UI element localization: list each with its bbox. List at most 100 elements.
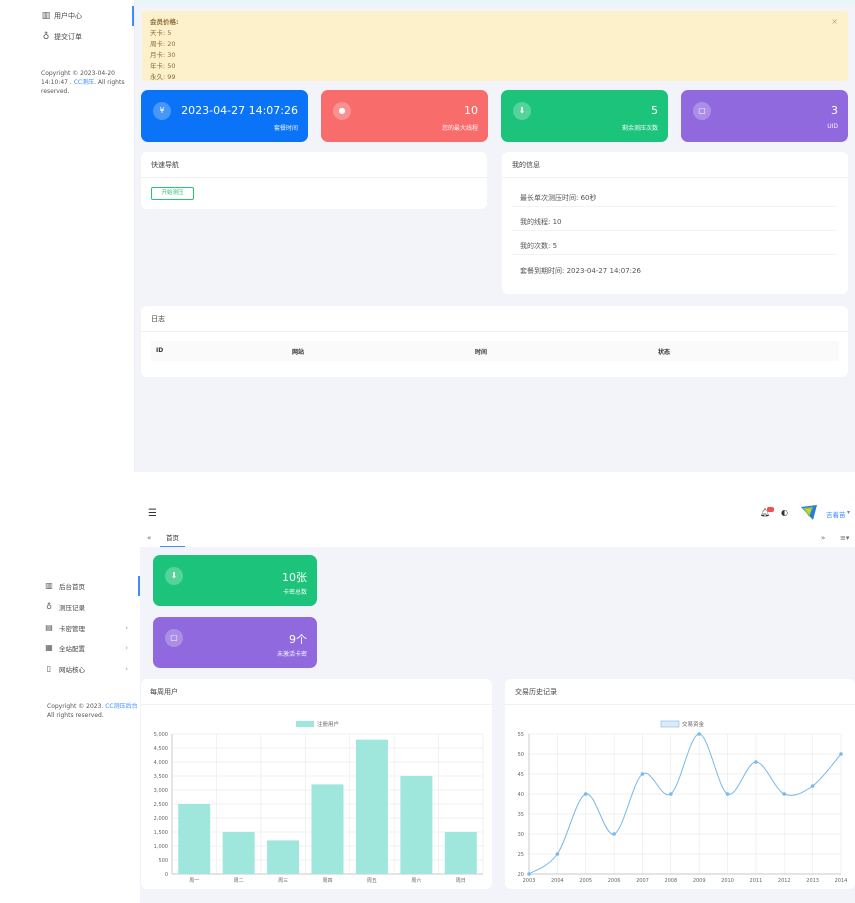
- card-icon: ▤: [45, 623, 53, 632]
- y-tick-label: 0: [165, 872, 168, 878]
- stat-card-total-cards: ⬇ 10张 卡密总数: [153, 555, 317, 606]
- sidebar: ▥ 用户中心 ♁ 提交订单 Copyright © 2023-04-20 14:…: [0, 0, 135, 472]
- sidebar-item-test-records[interactable]: ♁ 测压记录: [44, 597, 140, 617]
- sidebar-item-card-management[interactable]: ▤ 卡密管理 ›: [44, 618, 140, 638]
- palette-icon[interactable]: ◐: [781, 508, 788, 517]
- y-tick-label: 2,000: [154, 816, 168, 822]
- bar: [267, 840, 300, 874]
- chat-icon: ▢: [693, 102, 711, 120]
- transaction-history-chart: 交易资金 20 25 30 35 40 45 50 55 2003 2004 2005 2006 2007…: [518, 720, 848, 884]
- series-line: [528, 733, 842, 875]
- list-menu-icon[interactable]: ≡▾: [840, 534, 850, 542]
- stat-label: 剩余测压次数: [621, 125, 658, 132]
- start-test-button[interactable]: 开始测压: [151, 187, 194, 200]
- bar: [444, 832, 477, 874]
- gift-icon: ♁: [46, 602, 52, 611]
- sidebar-item-label: 提交订单: [54, 33, 82, 41]
- y-tick-label: 20: [518, 872, 524, 878]
- y-tick-label: 3,000: [154, 788, 168, 794]
- gift-icon: ♁: [42, 32, 50, 42]
- alert-line: 永久: 99: [150, 73, 176, 81]
- tab-home[interactable]: 首页: [160, 530, 185, 548]
- stat-card-remaining: ⬇ 5 剩余测压次数: [501, 90, 668, 142]
- stat-card-plan-time: ¥ 2023-04-27 14:07:26 套餐时间: [141, 90, 308, 142]
- hamburger-icon[interactable]: ☰: [148, 508, 157, 519]
- x-tick-label: 2005: [579, 878, 592, 884]
- column-header: 网站: [292, 349, 305, 356]
- backward-icon[interactable]: «: [147, 534, 152, 542]
- sidebar-item-label: 卡密管理: [59, 625, 85, 633]
- legend-label: 注册用户: [317, 720, 339, 728]
- divider: [141, 331, 848, 332]
- copyright-text: Copyright © 2023.: [47, 703, 104, 710]
- chevron-right-icon: ›: [125, 624, 128, 632]
- stat-card-uid: ▢ 3 UID: [681, 90, 848, 142]
- download-icon: ⬇: [165, 567, 183, 585]
- column-header: 状态: [658, 349, 671, 356]
- avatar[interactable]: [801, 505, 817, 520]
- quick-nav-card: 快速导航: [141, 152, 487, 209]
- y-tick-label: 25: [518, 852, 524, 858]
- card-title: 我的信息: [512, 161, 540, 169]
- sidebar-item-submit-order[interactable]: ♁ 提交订单: [0, 27, 134, 47]
- alert-line: 周卡: 20: [150, 40, 176, 48]
- divider: [502, 177, 848, 178]
- x-tick-label: 周三: [278, 878, 288, 884]
- username[interactable]: 吉着苗: [826, 511, 846, 519]
- card-title: 日志: [151, 315, 165, 323]
- stat-label: UID: [827, 123, 838, 130]
- data-point: [527, 872, 531, 876]
- column-header: ID: [156, 347, 164, 354]
- stat-card-inactive-cards: ▢ 9个 未激活卡密: [153, 617, 317, 668]
- sidebar-item-site-config[interactable]: ▦ 全站配置 ›: [44, 638, 140, 658]
- forward-icon[interactable]: »: [821, 534, 826, 542]
- data-point: [839, 752, 843, 756]
- copyright-suffix: All rights reserved.: [47, 712, 104, 719]
- stat-value: 9个: [289, 633, 307, 646]
- stat-value: 5: [651, 104, 658, 117]
- stat-card-max-threads: ● 10 您的最大线程: [321, 90, 488, 142]
- legend-swatch: [296, 721, 314, 727]
- x-tick-label: 2003: [523, 878, 536, 884]
- price-alert: 会员价格: 天卡: 5 周卡: 20 月卡: 30 年卡: 50 永久: 99 …: [142, 11, 848, 81]
- data-point: [782, 792, 787, 796]
- sidebar-item-label: 后台首页: [59, 583, 85, 591]
- legend-swatch: [660, 720, 680, 728]
- stat-value: 10张: [282, 571, 307, 584]
- chart-title: 每周用户: [150, 688, 178, 696]
- stat-label: 您的最大线程: [441, 125, 478, 132]
- calendar-icon: ▦: [45, 643, 53, 652]
- sidebar-item-site-core[interactable]: ▯ 网站核心 ›: [44, 659, 140, 679]
- close-icon[interactable]: ×: [831, 17, 838, 26]
- stat-value: 10: [464, 104, 478, 117]
- chevron-right-icon: ›: [125, 665, 128, 673]
- bar-chart-icon: ▥: [45, 581, 53, 590]
- x-tick-label: 周六: [411, 877, 421, 884]
- x-tick-label: 周五: [367, 878, 377, 884]
- user-icon: ●: [333, 102, 351, 120]
- sidebar-item-dashboard[interactable]: ▥ 后台首页: [44, 576, 140, 596]
- column-header: 时间: [475, 349, 488, 356]
- y-tick-label: 500: [158, 858, 168, 864]
- chat-icon: ▢: [165, 629, 183, 647]
- alert-line: 月卡: 30: [150, 51, 176, 59]
- info-row: 我的次数: 5: [512, 237, 837, 255]
- file-icon: ▯: [46, 664, 52, 673]
- chevron-down-icon: ▾: [847, 509, 851, 516]
- x-tick-label: 周日: [456, 878, 466, 884]
- copyright-link[interactable]: CC测压后台: [105, 703, 138, 710]
- tab-bar: « 首页 » ≡▾: [140, 530, 855, 548]
- x-tick-label: 周一: [189, 878, 199, 884]
- bell-icon[interactable]: 🔔︎: [760, 508, 771, 517]
- sidebar: ▥ 后台首页 ♁ 测压记录 ▤ 卡密管理 › ▦ 全站配置 › ▯ 网站核心 ›…: [0, 472, 140, 903]
- weekly-users-card: 每周用户 注册用户 0 500 1,000 1,500 2,000 2,500 3,000 3,…: [141, 679, 492, 889]
- bar: [400, 776, 433, 874]
- bar: [222, 832, 255, 874]
- x-tick-label: 2011: [750, 878, 763, 884]
- sidebar-item-user-center[interactable]: ▥ 用户中心: [0, 6, 134, 26]
- info-row: 我的线程: 10: [512, 213, 837, 231]
- copyright-link[interactable]: CC测压: [73, 79, 95, 86]
- bar: [178, 804, 211, 874]
- data-point: [555, 852, 560, 856]
- y-tick-label: 4,500: [154, 746, 168, 752]
